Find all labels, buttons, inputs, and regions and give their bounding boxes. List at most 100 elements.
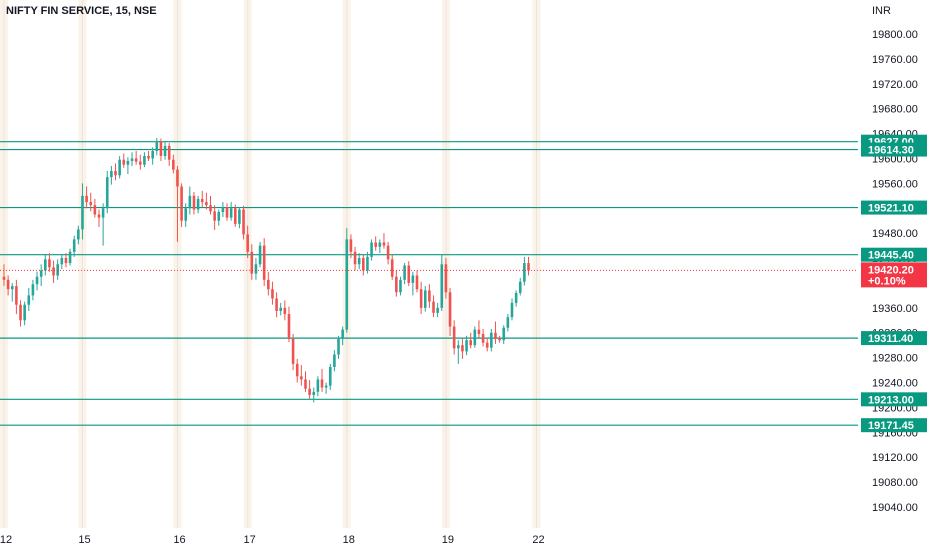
candle-body[interactable] bbox=[370, 242, 373, 257]
candle-body[interactable] bbox=[97, 214, 101, 218]
candle-body[interactable] bbox=[267, 279, 270, 290]
candle-body[interactable] bbox=[52, 267, 55, 276]
candle-body[interactable] bbox=[44, 259, 47, 271]
candle-body[interactable] bbox=[448, 292, 452, 327]
candle-body[interactable] bbox=[180, 186, 183, 221]
candle-body[interactable] bbox=[271, 289, 274, 299]
candle-body[interactable] bbox=[134, 158, 138, 162]
candle-body[interactable] bbox=[324, 385, 328, 388]
candle-body[interactable] bbox=[510, 302, 514, 318]
candle-body[interactable] bbox=[155, 141, 159, 152]
candle-body[interactable] bbox=[436, 307, 439, 313]
candle-body[interactable] bbox=[457, 345, 460, 349]
candle-body[interactable] bbox=[320, 379, 324, 388]
candle-body[interactable] bbox=[428, 290, 431, 302]
candle-body[interactable] bbox=[163, 146, 167, 156]
candle-body[interactable] bbox=[403, 265, 406, 280]
candle-body[interactable] bbox=[328, 366, 332, 386]
candle-body[interactable] bbox=[19, 304, 22, 321]
candle-body[interactable] bbox=[275, 298, 278, 311]
candle-body[interactable] bbox=[498, 338, 501, 341]
candle-body[interactable] bbox=[205, 202, 208, 206]
candle-body[interactable] bbox=[382, 242, 386, 246]
candle-body[interactable] bbox=[6, 279, 10, 290]
candle-body[interactable] bbox=[172, 159, 175, 170]
candle-body[interactable] bbox=[114, 170, 117, 176]
candle-body[interactable] bbox=[527, 263, 530, 271]
candle-body[interactable] bbox=[89, 202, 93, 206]
candle-body[interactable] bbox=[81, 195, 84, 230]
candle-body[interactable] bbox=[494, 332, 497, 339]
candle-body[interactable] bbox=[432, 301, 435, 313]
candle-body[interactable] bbox=[60, 258, 64, 265]
candle-body[interactable] bbox=[68, 251, 72, 264]
candle-body[interactable] bbox=[101, 208, 105, 218]
candle-body[interactable] bbox=[118, 159, 121, 176]
candle-body[interactable] bbox=[85, 195, 88, 203]
candle-body[interactable] bbox=[440, 264, 444, 308]
candle-body[interactable] bbox=[233, 208, 237, 224]
candle-body[interactable] bbox=[258, 245, 262, 265]
candle-body[interactable] bbox=[138, 161, 142, 165]
candle-body[interactable] bbox=[130, 158, 134, 161]
candle-body[interactable] bbox=[217, 211, 221, 221]
candle-body[interactable] bbox=[407, 265, 411, 283]
candle-body[interactable] bbox=[386, 245, 390, 260]
candle-body[interactable] bbox=[27, 295, 31, 305]
candle-body[interactable] bbox=[345, 239, 349, 330]
candle-body[interactable] bbox=[502, 327, 506, 341]
candle-body[interactable] bbox=[366, 256, 369, 271]
candle-body[interactable] bbox=[143, 155, 146, 165]
candle-body[interactable] bbox=[349, 239, 353, 252]
candle-body[interactable] bbox=[105, 177, 109, 209]
candle-body[interactable] bbox=[506, 317, 510, 328]
candle-body[interactable] bbox=[411, 275, 415, 283]
candle-body[interactable] bbox=[23, 304, 26, 321]
candle-body[interactable] bbox=[213, 211, 216, 221]
candle-body[interactable] bbox=[357, 258, 361, 265]
candle-body[interactable] bbox=[390, 259, 394, 277]
candle-body[interactable] bbox=[341, 329, 344, 339]
candle-body[interactable] bbox=[254, 264, 258, 274]
candle-body[interactable] bbox=[2, 276, 6, 280]
candle-body[interactable] bbox=[35, 276, 39, 285]
candle-body[interactable] bbox=[196, 198, 200, 210]
candle-body[interactable] bbox=[122, 159, 126, 165]
candle-body[interactable] bbox=[444, 264, 448, 293]
candle-body[interactable] bbox=[209, 205, 212, 212]
candle-body[interactable] bbox=[287, 314, 291, 339]
candle-body[interactable] bbox=[126, 160, 130, 165]
candle-body[interactable] bbox=[514, 292, 518, 303]
candle-body[interactable] bbox=[312, 391, 316, 395]
candle-body[interactable] bbox=[229, 208, 233, 218]
candle-body[interactable] bbox=[221, 207, 225, 212]
candle-body[interactable] bbox=[151, 151, 154, 159]
candle-body[interactable] bbox=[477, 329, 481, 334]
candle-body[interactable] bbox=[308, 388, 311, 395]
candle-body[interactable] bbox=[48, 259, 51, 268]
candle-body[interactable] bbox=[452, 326, 456, 349]
x-axis[interactable]: 12 15 16 17 18 19 22 bbox=[0, 534, 545, 546]
candle-body[interactable] bbox=[77, 229, 80, 240]
candle-body[interactable] bbox=[295, 363, 299, 377]
candle-body[interactable] bbox=[399, 279, 402, 293]
candles[interactable] bbox=[2, 137, 530, 403]
candle-body[interactable] bbox=[423, 290, 427, 308]
candle-body[interactable] bbox=[353, 251, 357, 265]
candle-body[interactable] bbox=[415, 275, 419, 290]
candle-body[interactable] bbox=[250, 251, 254, 274]
candle-body[interactable] bbox=[167, 146, 171, 160]
candle-body[interactable] bbox=[192, 195, 196, 210]
candle-body[interactable] bbox=[64, 258, 68, 264]
candle-body[interactable] bbox=[225, 207, 229, 218]
candle-body[interactable] bbox=[300, 376, 303, 380]
candle-body[interactable] bbox=[184, 208, 188, 221]
candle-body[interactable] bbox=[473, 329, 477, 346]
candle-body[interactable] bbox=[419, 289, 423, 308]
candle-body[interactable] bbox=[279, 307, 283, 311]
candle-body[interactable] bbox=[395, 276, 398, 293]
candle-body[interactable] bbox=[465, 340, 468, 352]
candle-body[interactable] bbox=[238, 209, 241, 224]
candle-body[interactable] bbox=[15, 286, 18, 305]
candle-body[interactable] bbox=[147, 155, 150, 159]
